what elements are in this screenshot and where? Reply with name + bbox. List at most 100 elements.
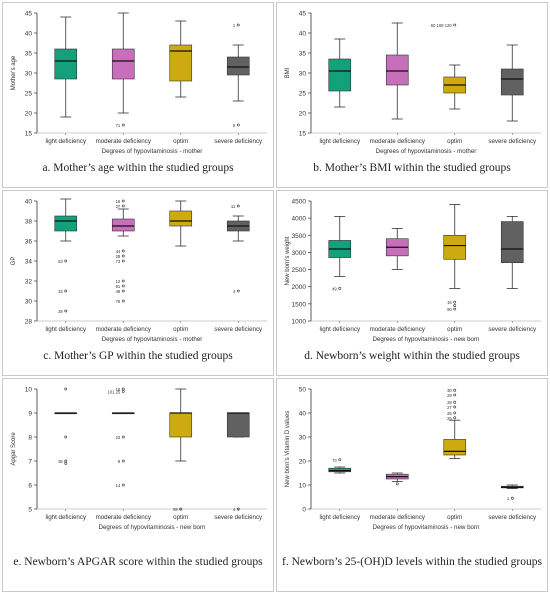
outlier-point <box>236 204 240 208</box>
outlier-point <box>121 284 125 288</box>
x-axis-title: Degrees of hypovitaminosis - new born <box>373 524 481 531</box>
outlier-label: 14 <box>116 483 121 488</box>
outlier-label: 26 <box>447 411 452 416</box>
y-tick-label: 0 <box>302 507 306 514</box>
iqr-box <box>385 54 409 86</box>
outlier-label: 12 <box>116 279 121 284</box>
outlier-label: 9 <box>118 459 121 464</box>
outlier-point <box>121 435 125 439</box>
iqr-box <box>169 412 193 438</box>
outlier-point <box>236 123 240 127</box>
y-tick-label: 30 <box>299 435 307 442</box>
outlier-point <box>236 507 240 511</box>
x-tick-label: moderate deficiency <box>370 326 426 333</box>
y-tick-label: 20 <box>299 111 307 118</box>
outlier-label: 36 <box>58 459 63 464</box>
chart-panel-c: 28 30 32 34 36 38 40 GP light deficiency moderate… <box>2 190 274 376</box>
figure-caption: e. Newborn’s APGAR score within the stud… <box>13 556 263 568</box>
y-tick-label: 25 <box>25 91 33 98</box>
y-axis-title: BMI <box>285 67 291 78</box>
y-tick-label: 5 <box>28 507 32 514</box>
x-tick-label: light deficiency <box>319 514 360 521</box>
y-axis-title: New born's Vitamin D values <box>285 411 291 487</box>
y-tick-label: 1000 <box>292 319 307 326</box>
outlier-label: 30 <box>447 388 452 393</box>
iqr-box <box>111 48 135 80</box>
outlier-label: 28 <box>116 254 121 259</box>
outlier-point <box>121 387 125 391</box>
box-group-optim <box>443 64 467 110</box>
x-tick-label: light deficiency <box>45 326 86 333</box>
x-tick-label: light deficiency <box>45 138 86 145</box>
x-tick-label: severe deficiency <box>488 514 537 521</box>
y-tick-label: 15 <box>25 131 33 138</box>
x-tick-label: light deficiency <box>319 138 360 145</box>
iqr-box <box>226 412 250 438</box>
box-group-optim <box>169 20 193 98</box>
iqr-box <box>500 68 524 96</box>
chart-panel-e: 5 6 7 8 9 10 Apgar Score light deficiency modera… <box>2 378 274 592</box>
outlier-point <box>338 458 342 462</box>
outlier-label: 73 <box>116 259 121 264</box>
outlier-point <box>453 307 457 311</box>
x-tick-label: moderate deficiency <box>96 138 152 145</box>
y-tick-label: 28 <box>25 319 33 326</box>
outlier-label: 23 <box>116 435 121 440</box>
outlier-point <box>64 462 68 465</box>
outlier-point <box>121 249 125 253</box>
x-tick-label: optim <box>447 514 462 521</box>
x-axis-title: Degrees of hypovitaminosis - mother <box>376 148 477 155</box>
box-group-moderate <box>111 12 135 114</box>
outlier-label: 16 <box>116 199 121 204</box>
box-group-severe <box>226 44 250 102</box>
figure-caption: f. Newborn’s 25-(OH)D levels within the … <box>282 556 542 568</box>
box-group-severe <box>500 484 524 489</box>
outlier-label: 44 <box>116 249 121 254</box>
outlier-point <box>453 400 457 404</box>
outlier-point <box>64 387 68 391</box>
outlier-point <box>338 287 342 290</box>
iqr-box <box>169 210 193 227</box>
outlier-label: 63 <box>58 259 63 264</box>
box-group-moderate <box>385 228 409 270</box>
y-tick-label: 32 <box>25 279 33 286</box>
box-group-moderate <box>111 208 135 237</box>
outlier-point <box>510 496 514 500</box>
x-tick-label: moderate deficiency <box>96 514 152 521</box>
box-group-moderate <box>111 412 135 415</box>
outlier-point <box>64 259 68 263</box>
outlier-label: 76 <box>116 299 121 304</box>
outlier-label: 73 <box>332 458 337 463</box>
x-axis-title: Degrees of hypovitaminosis - mother <box>102 148 203 155</box>
outlier-label: 27 <box>116 204 121 209</box>
box-group-light <box>54 198 78 242</box>
y-tick-label: 34 <box>25 259 33 266</box>
outlier-point <box>64 435 68 439</box>
box-group-light <box>328 38 352 108</box>
outlier-label: 1 <box>507 496 510 501</box>
outlier-point <box>453 393 457 397</box>
y-tick-label: 15 <box>299 131 307 138</box>
outlier-point <box>453 23 457 27</box>
y-tick-label: 20 <box>299 459 307 466</box>
figure-caption: a. Mother’s age within the studied group… <box>42 162 234 174</box>
outlier-point <box>121 123 125 127</box>
outlier-label: 89 <box>173 507 178 512</box>
box-group-light <box>328 466 352 474</box>
outlier-point <box>453 300 457 304</box>
outlier-label: 90 <box>447 307 452 312</box>
chart-panel-a: 15 20 25 30 35 40 45 Mother's age light deficien… <box>2 2 274 188</box>
outlier-point <box>121 459 125 463</box>
y-axis-title: GP <box>11 257 17 266</box>
y-tick-label: 35 <box>299 51 307 58</box>
x-tick-label: optim <box>447 138 462 145</box>
x-tick-label: severe deficiency <box>488 138 537 145</box>
iqr-box <box>226 56 250 76</box>
y-tick-label: 30 <box>299 71 307 78</box>
y-tick-label: 40 <box>299 31 307 38</box>
y-tick-label: 30 <box>25 71 33 78</box>
outlier-label: 16 <box>447 300 452 305</box>
y-tick-label: 2000 <box>292 284 307 291</box>
